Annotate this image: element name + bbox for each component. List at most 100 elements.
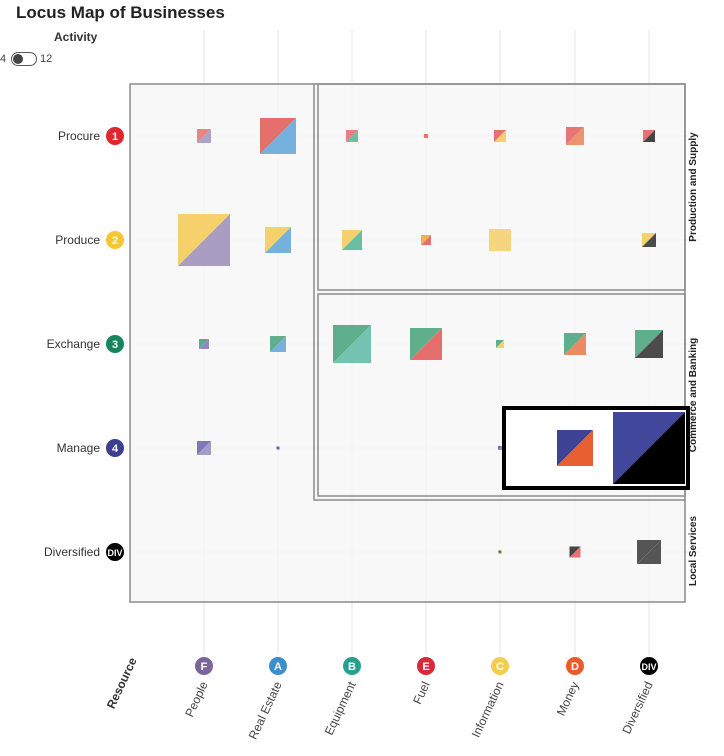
cell-part-lower bbox=[333, 325, 371, 363]
cell-part-lower bbox=[197, 441, 211, 455]
column-label: Equipment bbox=[322, 679, 359, 738]
row-label: Procure bbox=[58, 129, 100, 143]
cell-marker[interactable] bbox=[496, 340, 504, 348]
cell-part-lower bbox=[613, 412, 685, 484]
cell-marker[interactable] bbox=[197, 129, 211, 143]
chart-title: Locus Map of Businesses bbox=[16, 3, 225, 22]
column-badge-label: C bbox=[496, 661, 504, 673]
cell-marker[interactable] bbox=[342, 230, 362, 250]
column-label: Money bbox=[554, 679, 582, 718]
activity-toggle-label: Activity bbox=[54, 30, 98, 44]
cell-part-lower bbox=[498, 446, 502, 450]
row-badge-label: 3 bbox=[112, 339, 118, 351]
cell-part-lower bbox=[564, 333, 586, 355]
column-badge-icon bbox=[640, 657, 658, 675]
cell-part-lower bbox=[496, 340, 504, 348]
group-label: Commerce and Banking bbox=[688, 338, 699, 452]
plot-area bbox=[129, 83, 686, 603]
activity-toggle-min: 4 bbox=[0, 53, 7, 65]
row-badge-icon bbox=[106, 439, 124, 457]
cell-marker[interactable] bbox=[276, 446, 280, 450]
cell-part-lower bbox=[424, 134, 428, 138]
row-badge-icon bbox=[106, 127, 124, 145]
column-label: Information bbox=[469, 679, 507, 739]
group-divider-local bbox=[313, 84, 685, 501]
cell-marker[interactable] bbox=[635, 330, 663, 358]
cell-marker[interactable] bbox=[569, 546, 581, 558]
cell-part-lower bbox=[642, 233, 656, 247]
column-badge-icon bbox=[195, 657, 213, 675]
activity-toggle-switch[interactable] bbox=[11, 52, 37, 66]
cell-marker[interactable] bbox=[199, 339, 209, 349]
row-badge-label: DIV bbox=[107, 548, 122, 558]
column-label: People bbox=[182, 679, 211, 719]
column-badge-icon bbox=[269, 657, 287, 675]
cell-marker[interactable] bbox=[557, 430, 593, 466]
cell-marker[interactable] bbox=[410, 328, 442, 360]
cell-part-lower bbox=[637, 540, 661, 564]
cell-marker[interactable] bbox=[270, 336, 286, 352]
row-label: Manage bbox=[57, 441, 101, 455]
column-badge-label: F bbox=[201, 661, 208, 673]
cell-part-lower bbox=[199, 339, 209, 349]
cell-marker[interactable] bbox=[498, 550, 502, 554]
cell-marker[interactable] bbox=[566, 127, 584, 145]
cell-part-lower bbox=[410, 328, 442, 360]
cell-marker[interactable] bbox=[564, 333, 586, 355]
cell-marker[interactable] bbox=[260, 118, 296, 154]
row-badge-icon bbox=[106, 231, 124, 249]
cell-marker[interactable] bbox=[613, 412, 685, 484]
cell-part-lower bbox=[270, 336, 286, 352]
cell-marker[interactable] bbox=[424, 134, 428, 138]
group-label: Local Services bbox=[688, 516, 699, 586]
cell-marker[interactable] bbox=[498, 446, 502, 450]
cell-part-lower bbox=[635, 330, 663, 358]
column-badge-icon bbox=[491, 657, 509, 675]
activity-toggle-group: Activity 4 12 bbox=[0, 30, 110, 70]
column-label: Diversified bbox=[619, 679, 655, 736]
cell-part-lower bbox=[566, 127, 584, 145]
cell-part-lower bbox=[498, 550, 502, 554]
row-badge-label: 4 bbox=[112, 443, 119, 455]
cell-part-lower bbox=[342, 230, 362, 250]
cell-part-lower bbox=[265, 227, 291, 253]
cell-part-lower bbox=[557, 430, 593, 466]
group-label: Production and Supply bbox=[688, 132, 699, 242]
column-label: Fuel bbox=[410, 679, 433, 706]
cell-marker[interactable] bbox=[421, 235, 431, 245]
column-badge-icon bbox=[343, 657, 361, 675]
cell-part-lower bbox=[197, 129, 211, 143]
cell-marker[interactable] bbox=[346, 130, 358, 142]
row-label: Produce bbox=[55, 233, 100, 247]
toggle-knob-icon bbox=[13, 54, 23, 64]
cell-part-lower bbox=[421, 235, 431, 245]
row-label: Exchange bbox=[47, 337, 101, 351]
cell-part-lower bbox=[260, 118, 296, 154]
cell-part-lower bbox=[489, 229, 511, 251]
cell-part-lower bbox=[643, 130, 655, 142]
row-badge-icon bbox=[106, 335, 124, 353]
group-box-commerce bbox=[317, 293, 686, 497]
cell-part-lower bbox=[569, 546, 581, 558]
cell-marker[interactable] bbox=[494, 130, 506, 142]
cell-marker[interactable] bbox=[197, 441, 211, 455]
cell-marker[interactable] bbox=[265, 227, 291, 253]
activity-toggle-max: 12 bbox=[40, 53, 53, 65]
column-badge-icon bbox=[566, 657, 584, 675]
x-axis-title: Resource bbox=[104, 655, 140, 711]
row-badge-label: 2 bbox=[112, 235, 118, 247]
column-badge-label: D bbox=[571, 661, 579, 673]
cell-part-lower bbox=[276, 446, 280, 450]
cell-marker[interactable] bbox=[178, 214, 230, 266]
cell-marker[interactable] bbox=[643, 130, 655, 142]
column-label: Real Estate bbox=[246, 679, 285, 741]
cell-marker[interactable] bbox=[333, 325, 371, 363]
column-badge-label: E bbox=[422, 661, 429, 673]
cell-marker[interactable] bbox=[642, 233, 656, 247]
cell-marker[interactable] bbox=[489, 229, 511, 251]
cell-marker[interactable] bbox=[637, 540, 661, 564]
row-badge-label: 1 bbox=[112, 131, 118, 143]
group-box-production bbox=[317, 83, 686, 291]
row-label: Diversified bbox=[44, 545, 100, 559]
